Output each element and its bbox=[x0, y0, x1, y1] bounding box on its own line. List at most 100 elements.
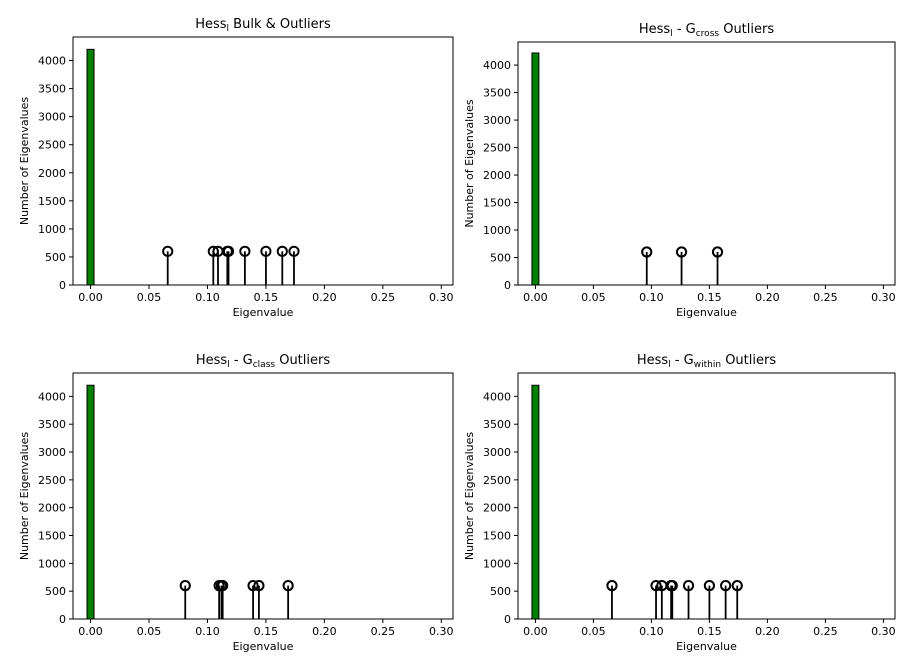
axes-frame bbox=[517, 41, 896, 286]
title-rest: Bulk & Outliers bbox=[229, 17, 331, 32]
title-rest-2: Outliers bbox=[719, 22, 774, 37]
y-tick-label-8: 3500 bbox=[483, 418, 511, 431]
title-rest-2: Outliers bbox=[275, 353, 330, 368]
y-tick-label-8: 3500 bbox=[483, 87, 511, 100]
bar-1 bbox=[86, 384, 95, 620]
y-tick-label-7: 3000 bbox=[38, 111, 66, 124]
y-tick-label-9: 4000 bbox=[38, 390, 66, 403]
x-tick-label-4: 0.15 bbox=[254, 291, 279, 304]
y-tick-label-9: 4000 bbox=[483, 390, 511, 403]
y-tick-label-3: 1000 bbox=[38, 223, 66, 236]
x-tick-label-3: 0.10 bbox=[639, 291, 664, 304]
axes-frame bbox=[72, 36, 454, 286]
y-tick-label-4: 1500 bbox=[38, 195, 66, 208]
chart-title: Hessl Bulk & Outliers bbox=[195, 17, 331, 34]
x-tick-label-1: 0.00 bbox=[523, 291, 548, 304]
outlier-marker-4 bbox=[217, 580, 229, 592]
y-tick-label-9: 4000 bbox=[483, 59, 511, 72]
y-tick-label-6: 2500 bbox=[38, 474, 66, 487]
title-main: Hess bbox=[196, 353, 228, 368]
x-tick-label-6: 0.25 bbox=[813, 625, 838, 638]
outlier-marker-6 bbox=[253, 580, 265, 592]
title-subscript: l bbox=[227, 360, 230, 370]
bar-1 bbox=[531, 52, 540, 286]
x-tick-label-6: 0.25 bbox=[371, 625, 396, 638]
y-tick-label-7: 3000 bbox=[38, 446, 66, 459]
title-subscript-2: within bbox=[694, 360, 721, 370]
subplot-1: 0.00 0.05 0.10 0.15 0.20 0.25 0.30 0 500 1000 1500… bbox=[18, 17, 454, 319]
x-axis-label: Eigenvalue bbox=[233, 640, 294, 653]
x-tick-label-5: 0.20 bbox=[312, 625, 337, 638]
x-tick-label-7: 0.30 bbox=[429, 625, 454, 638]
chart-title: Hessl - Gclass Outliers bbox=[196, 353, 330, 370]
y-axis-label: Number of Eigenvalues bbox=[463, 432, 476, 561]
x-axis-label: Eigenvalue bbox=[233, 306, 294, 319]
y-tick-label-8: 3500 bbox=[38, 418, 66, 431]
y-axis-label: Number of Eigenvalues bbox=[18, 97, 31, 226]
title-rest: - G bbox=[673, 22, 696, 37]
y-tick-label-1: 0 bbox=[59, 613, 66, 626]
y-tick-label-5: 2000 bbox=[483, 169, 511, 182]
y-tick-label-2: 500 bbox=[45, 251, 66, 264]
outlier-marker-5 bbox=[222, 245, 235, 257]
outlier-marker-7 bbox=[703, 580, 716, 592]
y-tick-label-7: 3000 bbox=[483, 114, 511, 127]
x-tick-label-7: 0.30 bbox=[429, 291, 454, 304]
y-tick-label-4: 1500 bbox=[38, 530, 66, 543]
y-tick-label-3: 1000 bbox=[483, 557, 511, 570]
title-main: Hess bbox=[637, 353, 669, 368]
x-tick-label-5: 0.20 bbox=[755, 291, 780, 304]
subplot-2: 0.00 0.05 0.10 0.15 0.20 0.25 0.30 0 500 1000 1500… bbox=[463, 22, 896, 319]
title-rest: - G bbox=[671, 353, 694, 368]
title-subscript: l bbox=[227, 24, 230, 34]
y-tick-label-6: 2500 bbox=[483, 474, 511, 487]
outlier-marker-1 bbox=[606, 580, 618, 592]
outlier-marker-8 bbox=[720, 580, 732, 592]
x-tick-label-2: 0.05 bbox=[137, 291, 162, 304]
outlier-marker-7 bbox=[282, 580, 294, 592]
x-tick-label-4: 0.15 bbox=[254, 625, 279, 638]
outlier-marker-7 bbox=[260, 245, 272, 257]
y-tick-label-6: 2500 bbox=[483, 142, 511, 155]
subplot-3: 0.00 0.05 0.10 0.15 0.20 0.25 0.30 0 500 1000 1500… bbox=[18, 353, 454, 653]
x-tick-label-2: 0.05 bbox=[581, 291, 606, 304]
outlier-marker-1 bbox=[641, 246, 653, 258]
title-subscript: l bbox=[670, 29, 673, 39]
outlier-marker-5 bbox=[247, 580, 259, 592]
x-tick-label-3: 0.10 bbox=[639, 625, 664, 638]
y-tick-label-5: 2000 bbox=[38, 167, 66, 180]
y-axis-label: Number of Eigenvalues bbox=[463, 99, 476, 228]
x-tick-label-2: 0.05 bbox=[581, 625, 606, 638]
x-tick-label-5: 0.20 bbox=[755, 625, 780, 638]
x-tick-label-2: 0.05 bbox=[137, 625, 162, 638]
y-tick-label-3: 1000 bbox=[483, 224, 511, 237]
x-tick-label-1: 0.00 bbox=[78, 291, 103, 304]
bar-1 bbox=[86, 48, 95, 286]
outlier-marker-8 bbox=[276, 245, 288, 257]
y-tick-label-2: 500 bbox=[490, 252, 511, 265]
x-tick-label-7: 0.30 bbox=[871, 625, 896, 638]
title-main: Hess bbox=[639, 22, 671, 37]
title-main: Hess bbox=[195, 17, 227, 32]
bar-1 bbox=[531, 384, 540, 620]
x-tick-label-1: 0.00 bbox=[78, 625, 103, 638]
y-tick-label-1: 0 bbox=[504, 613, 511, 626]
x-tick-label-5: 0.20 bbox=[312, 291, 337, 304]
y-tick-label-8: 3500 bbox=[38, 83, 66, 96]
title-rest-2: Outliers bbox=[721, 353, 776, 368]
x-axis-label: Eigenvalue bbox=[676, 306, 737, 319]
chart-title: Hessl - Gwithin Outliers bbox=[637, 353, 776, 370]
y-tick-label-2: 500 bbox=[490, 585, 511, 598]
y-tick-label-4: 1500 bbox=[483, 530, 511, 543]
outlier-marker-2 bbox=[675, 246, 688, 258]
y-tick-label-2: 500 bbox=[45, 585, 66, 598]
y-axis-label: Number of Eigenvalues bbox=[18, 432, 31, 561]
y-tick-label-9: 4000 bbox=[38, 55, 66, 68]
outlier-marker-1 bbox=[179, 580, 191, 592]
x-tick-label-3: 0.10 bbox=[195, 291, 220, 304]
x-axis-label: Eigenvalue bbox=[676, 640, 737, 653]
chart-title: Hessl - Gcross Outliers bbox=[639, 22, 774, 39]
title-subscript: l bbox=[668, 360, 671, 370]
x-tick-label-4: 0.15 bbox=[697, 291, 722, 304]
